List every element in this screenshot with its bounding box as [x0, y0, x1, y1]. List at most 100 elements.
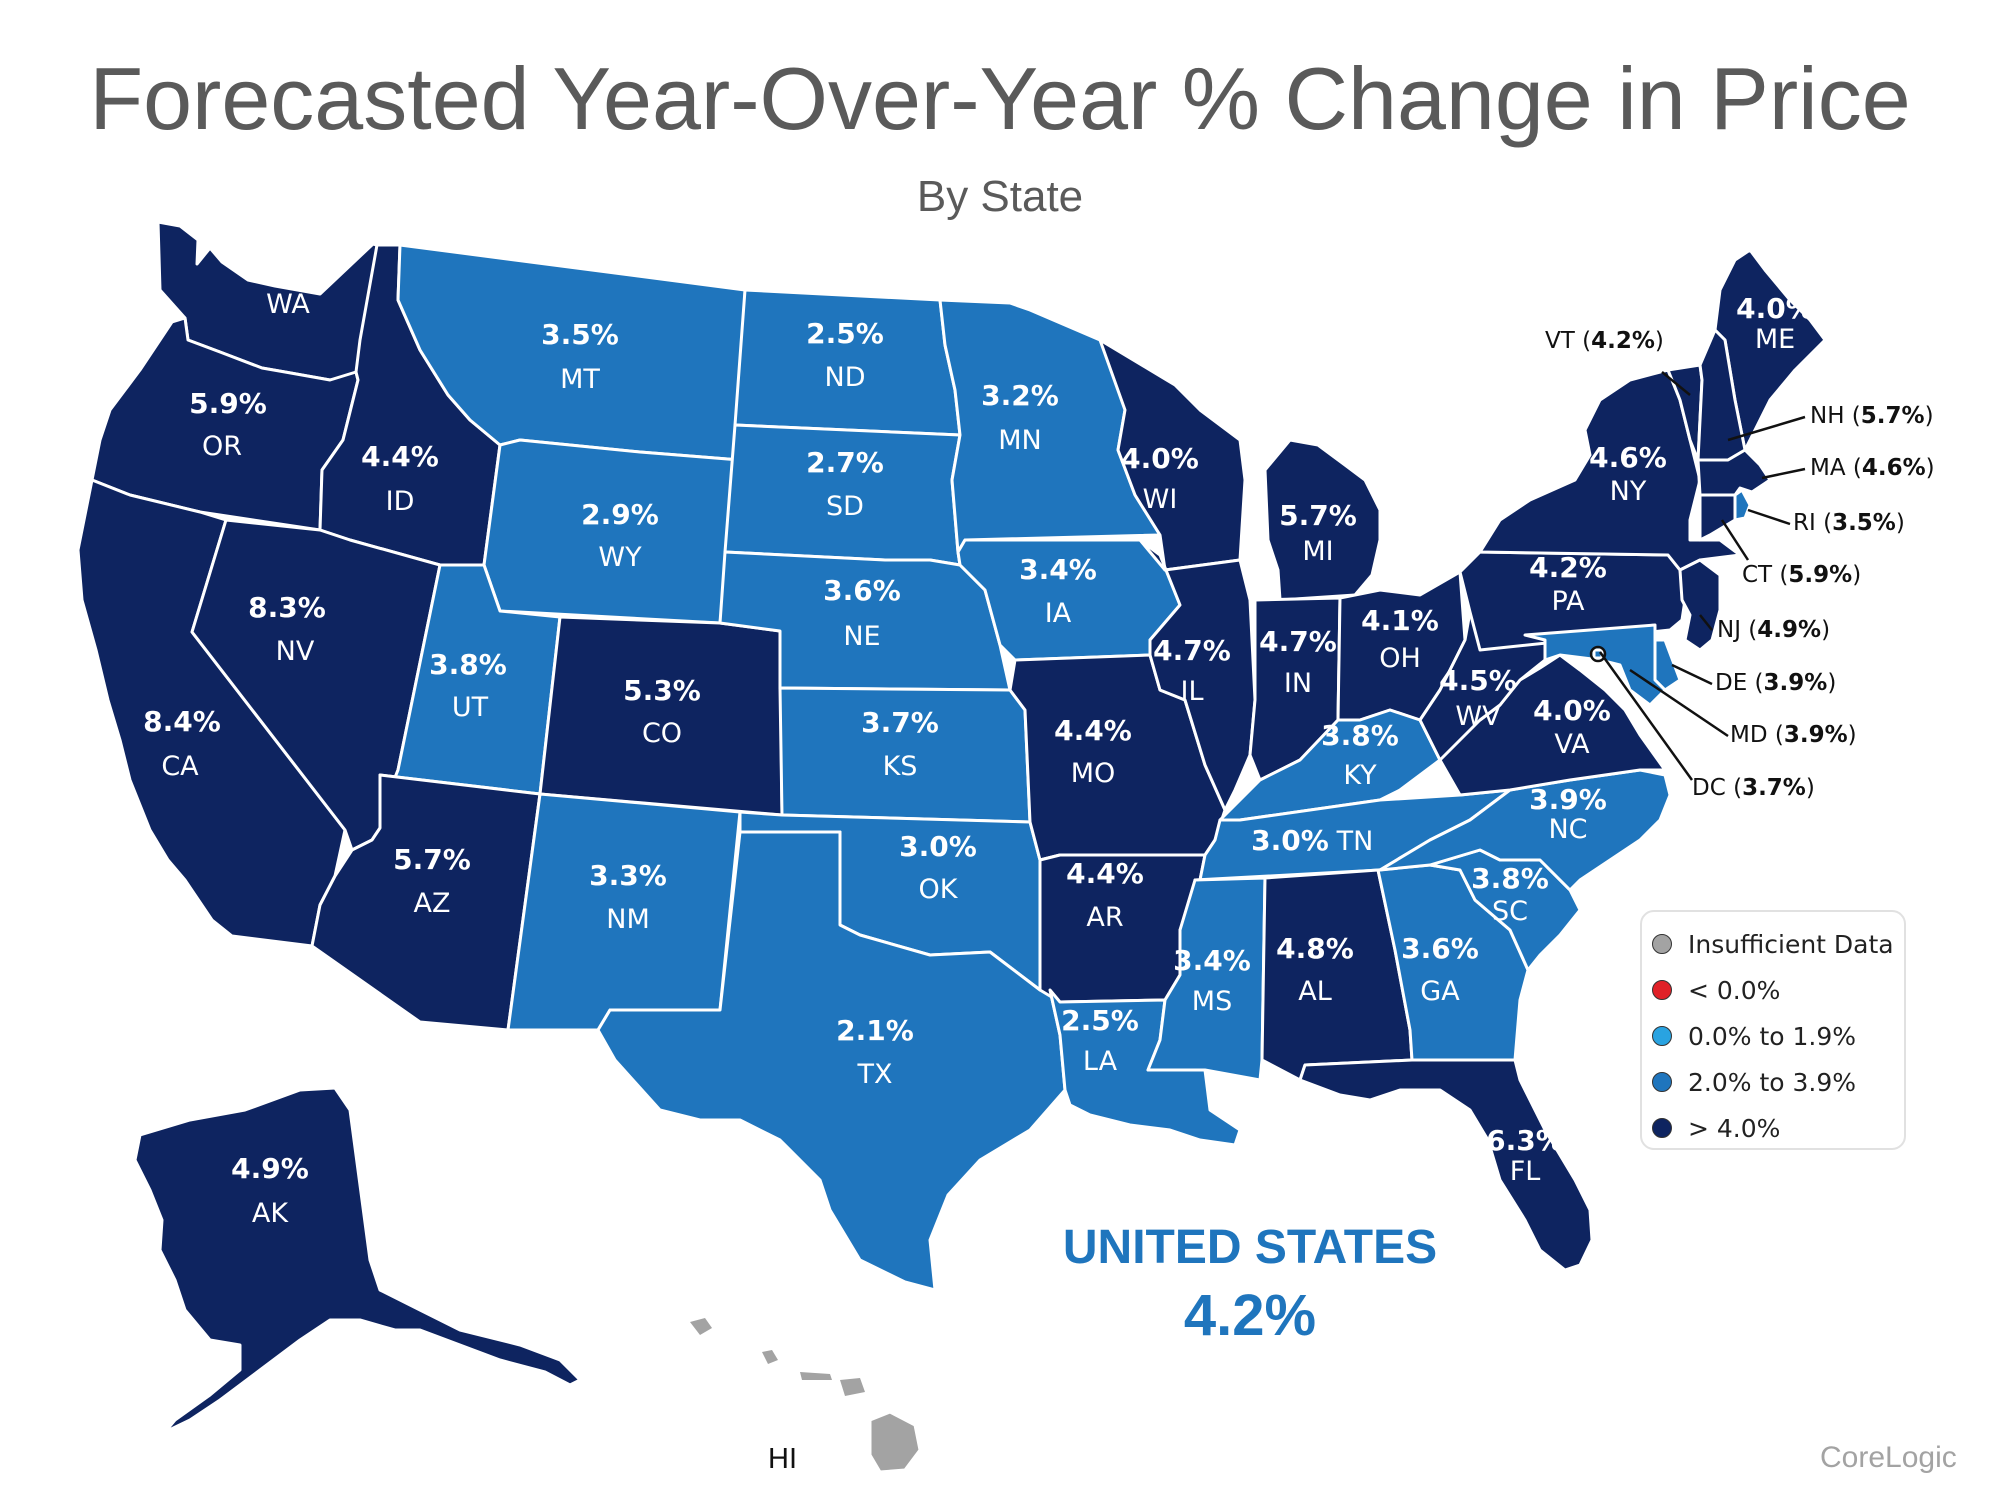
callout-lines: VT (4.2%) NH (5.7%) MA (4.6%) RI (3.5%) CT (…	[1545, 328, 1935, 801]
state-abbr-tn: TN	[1336, 826, 1374, 857]
state-value-wi: 4.0%	[1121, 442, 1199, 475]
state-abbr-ga: GA	[1420, 976, 1460, 1007]
callout-line-md	[1629, 668, 1729, 738]
national-value: 4.2%	[1183, 1283, 1317, 1348]
state-value-sc: 3.8%	[1471, 862, 1549, 895]
state-abbr-ok: OK	[919, 874, 959, 905]
state-abbr-ny: NY	[1610, 476, 1647, 507]
legend-item-negative: < 0.0%	[1652, 970, 1780, 1010]
hawaii-island	[800, 1372, 832, 1380]
state-value-me: 4.0%	[1736, 292, 1814, 325]
state-abbr-mt: MT	[560, 364, 600, 395]
state-abbr-al: AL	[1298, 976, 1332, 1007]
legend-item-high: > 4.0%	[1652, 1108, 1780, 1148]
state-abbr-fl: FL	[1510, 1156, 1541, 1187]
state-abbr-mi: MI	[1302, 536, 1333, 567]
state-value-tn: 3.0%	[1251, 824, 1329, 857]
callout-label-ct: CT (5.9%)	[1742, 562, 1861, 588]
legend-label: 0.0% to 1.9%	[1688, 1021, 1857, 1051]
callout-line-ri	[1747, 508, 1791, 526]
state-fl	[1298, 1058, 1594, 1272]
legend-swatch	[1652, 1072, 1672, 1092]
state-mi	[1263, 438, 1382, 602]
state-abbr-wy: WY	[598, 542, 642, 573]
state-abbr-ca: CA	[161, 751, 199, 782]
state-abbr-nm: NM	[606, 904, 650, 935]
state-shapes	[76, 220, 1827, 1474]
state-value-ca: 8.4%	[143, 705, 221, 738]
state-abbr-sd: SD	[826, 491, 864, 522]
state-nc	[1378, 768, 1672, 892]
legend-swatch	[1652, 1026, 1672, 1046]
state-wy	[482, 438, 742, 625]
state-labels: 4.9% WA 5.9% OR 8.4% CA 4.4% ID 8.3% NV 3.5% MT 2.9%…	[143, 246, 1814, 1229]
state-value-mn: 3.2%	[981, 379, 1059, 412]
state-value-wy: 2.9%	[581, 498, 659, 531]
state-abbr-il: IL	[1180, 676, 1203, 707]
state-value-mi: 5.7%	[1279, 499, 1357, 532]
source-credit: CoreLogic	[1820, 1441, 1957, 1474]
state-value-ar: 4.4%	[1066, 857, 1144, 890]
state-value-la: 2.5%	[1061, 1004, 1139, 1037]
state-abbr-wa: WA	[266, 289, 310, 320]
state-value-nc: 3.9%	[1529, 783, 1607, 816]
legend-swatch	[1652, 980, 1672, 1000]
state-value-wa: 4.9%	[249, 246, 327, 279]
state-il	[1138, 538, 1257, 812]
legend-label: > 4.0%	[1688, 1113, 1781, 1143]
legend-item-low: 0.0% to 1.9%	[1652, 1016, 1856, 1056]
state-ri	[1733, 488, 1752, 522]
state-value-ok: 3.0%	[899, 830, 977, 863]
state-abbr-nc: NC	[1548, 814, 1587, 845]
state-value-nv: 8.3%	[248, 591, 326, 624]
state-abbr-tx: TX	[857, 1059, 893, 1090]
state-value-ne: 3.6%	[823, 574, 901, 607]
hawaii-island	[762, 1350, 778, 1364]
legend-swatch	[1652, 934, 1672, 954]
callout-line-nj	[1699, 614, 1713, 631]
state-value-in: 4.7%	[1259, 625, 1337, 658]
callout-label-ri: RI (3.5%)	[1793, 510, 1905, 536]
callout-line-vt	[1661, 371, 1691, 396]
state-value-or: 5.9%	[189, 387, 267, 420]
legend-swatch	[1652, 1118, 1672, 1138]
legend-label: 2.0% to 3.9%	[1688, 1067, 1857, 1097]
state-value-ia: 3.4%	[1019, 553, 1097, 586]
state-abbr-mn: MN	[998, 425, 1042, 456]
state-md	[1523, 623, 1667, 707]
state-value-fl: 6.3%	[1486, 1124, 1564, 1157]
legend-item-insufficient: Insufficient Data	[1652, 924, 1894, 964]
state-abbr-ks: KS	[883, 751, 918, 782]
state-value-sd: 2.7%	[806, 446, 884, 479]
callout-label-nh: NH (5.7%)	[1810, 403, 1934, 429]
state-value-mt: 3.5%	[541, 318, 619, 351]
state-nj	[1678, 558, 1722, 652]
hawaii-island	[690, 1318, 712, 1335]
state-value-oh: 4.1%	[1361, 604, 1439, 637]
map-title: Forecasted Year-Over-Year % Change in Pr…	[89, 49, 1911, 148]
state-value-ak: 4.9%	[231, 1152, 309, 1185]
legend-label: < 0.0%	[1688, 975, 1781, 1005]
state-value-nm: 3.3%	[589, 859, 667, 892]
state-abbr-oh: OH	[1379, 643, 1421, 674]
hawaii-label: HI	[768, 1443, 797, 1475]
callout-label-dc: DC (3.7%)	[1692, 775, 1815, 801]
state-ak	[133, 1086, 582, 1434]
state-value-mo: 4.4%	[1054, 714, 1132, 747]
state-abbr-ia: IA	[1045, 598, 1072, 629]
callout-line-nh	[1727, 415, 1806, 442]
state-tx	[596, 830, 1067, 1292]
state-abbr-ky: KY	[1343, 760, 1377, 791]
legend: Insufficient Data < 0.0% 0.0% to 1.9% 2.…	[1640, 910, 1906, 1150]
state-abbr-or: OR	[202, 431, 242, 462]
state-abbr-co: CO	[642, 718, 682, 749]
state-abbr-ms: MS	[1192, 986, 1232, 1017]
callout-line-ct	[1720, 519, 1750, 561]
state-abbr-id: ID	[386, 486, 415, 517]
state-abbr-in: IN	[1284, 668, 1312, 699]
state-value-ky: 3.8%	[1321, 719, 1399, 752]
callout-line-ma	[1761, 467, 1806, 480]
state-value-il: 4.7%	[1153, 634, 1231, 667]
state-co	[538, 615, 784, 817]
state-value-ms: 3.4%	[1173, 944, 1251, 977]
